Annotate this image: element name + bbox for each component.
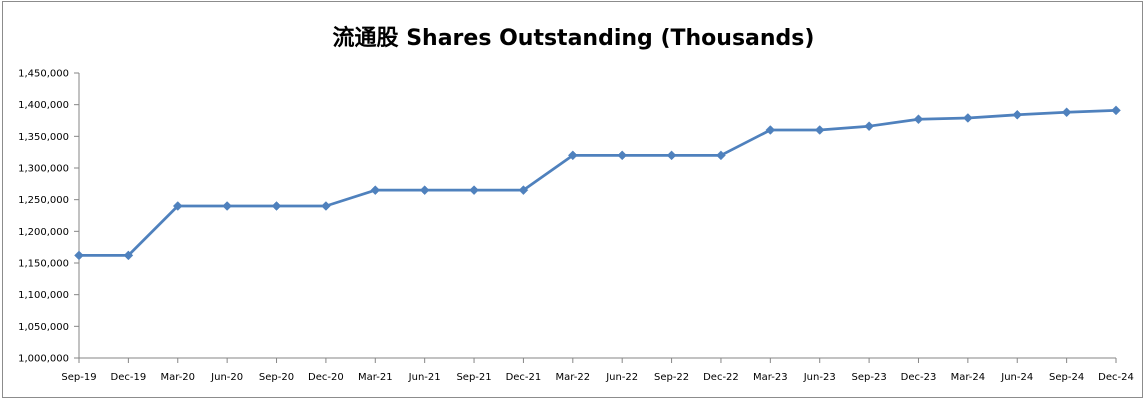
y-tick-label: 1,050,000 <box>18 322 69 333</box>
x-axis: Sep-19 Dec-19 Mar-20 Jun-20 Sep-20 Dec-20 Mar-… <box>61 357 1134 383</box>
x-tick-label: Mar-24 <box>951 372 986 383</box>
y-tick-label: 1,400,000 <box>18 100 69 111</box>
x-tick-label: Dec-20 <box>308 372 344 383</box>
data-point-marker <box>518 185 529 196</box>
y-tick-label: 1,450,000 <box>18 69 69 80</box>
y-tick-label: 1,200,000 <box>18 227 69 238</box>
data-point-marker <box>1111 105 1121 116</box>
data-point-marker <box>74 250 84 261</box>
x-tick-label: Sep-24 <box>1049 372 1084 383</box>
data-point-marker <box>321 201 331 211</box>
x-tick-label: Mar-23 <box>753 372 788 383</box>
data-point-marker <box>716 150 726 161</box>
data-point-marker <box>469 185 479 196</box>
y-tick-label: 1,100,000 <box>18 290 69 301</box>
y-tick-label: 1,350,000 <box>18 132 69 143</box>
y-axis: 1,000,000 1,050,000 1,100,000 1,150,000 1,20… <box>18 69 80 365</box>
x-tick-label: Dec-22 <box>703 372 739 383</box>
data-point-marker <box>1012 109 1023 120</box>
x-tick-label: Sep-19 <box>61 372 96 383</box>
data-point-marker <box>370 185 381 196</box>
data-point-marker <box>963 113 973 123</box>
y-tick-label: 1,250,000 <box>18 195 69 206</box>
chart-title: 流通股 Shares Outstanding (Thousands) <box>332 26 815 51</box>
y-tick-label: 1,300,000 <box>18 164 69 175</box>
data-point-marker <box>617 150 628 161</box>
x-tick-label: Jun-20 <box>210 372 243 383</box>
x-tick-label: Sep-20 <box>259 372 294 383</box>
x-tick-label: Mar-21 <box>358 372 393 383</box>
data-point-marker <box>765 125 776 135</box>
data-point-marker <box>814 125 825 135</box>
x-tick-label: Sep-22 <box>654 372 689 383</box>
series <box>74 105 1121 261</box>
y-tick-label: 1,150,000 <box>18 259 69 270</box>
data-point-marker <box>419 185 430 196</box>
data-point-marker <box>222 201 232 211</box>
data-point-marker <box>123 250 134 261</box>
y-tick-label: 1,000,000 <box>18 354 69 365</box>
x-tick-label: Jun-22 <box>605 372 638 383</box>
x-tick-label: Dec-23 <box>901 372 937 383</box>
x-tick-label: Mar-22 <box>556 372 591 383</box>
data-point-marker <box>271 201 282 211</box>
data-point-marker <box>666 150 677 161</box>
x-tick-label: Jun-21 <box>408 372 441 383</box>
x-tick-label: Dec-24 <box>1098 372 1134 383</box>
x-tick-label: Sep-21 <box>456 372 491 383</box>
x-tick-label: Jun-23 <box>803 372 836 383</box>
data-point-marker <box>913 114 924 125</box>
data-point-marker <box>172 201 183 211</box>
data-point-marker <box>864 121 874 132</box>
x-tick-label: Mar-20 <box>160 372 195 383</box>
x-tick-label: Jun-24 <box>1000 372 1033 383</box>
x-tick-label: Sep-23 <box>852 372 887 383</box>
x-tick-label: Dec-19 <box>111 372 147 383</box>
x-tick-label: Dec-21 <box>506 372 542 383</box>
series-line <box>79 108 1117 257</box>
data-point-marker <box>1061 107 1072 118</box>
data-point-marker <box>567 150 578 161</box>
